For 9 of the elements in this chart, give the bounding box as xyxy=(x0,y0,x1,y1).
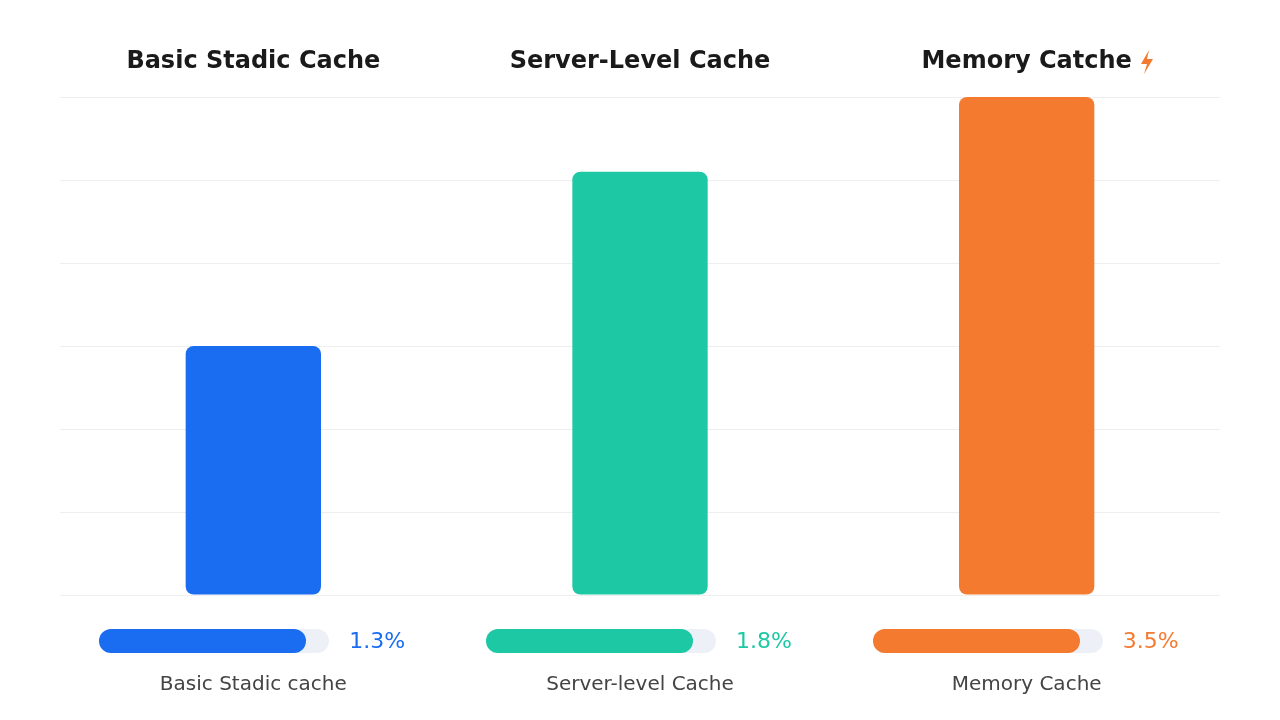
text: 1.3% xyxy=(349,627,406,653)
text: Server-Level Cache xyxy=(509,46,771,75)
text: Memory Catche xyxy=(921,46,1132,75)
x-tick-label: Memory Cache xyxy=(951,671,1102,696)
text: 1.8% xyxy=(736,627,792,653)
text: 3.5% xyxy=(1122,627,1179,653)
text: Basic Stadic Cache xyxy=(126,46,381,75)
x-tick-label: Basic Stadic cache xyxy=(159,671,347,696)
x-tick-label: Server-level Cache xyxy=(546,671,734,696)
